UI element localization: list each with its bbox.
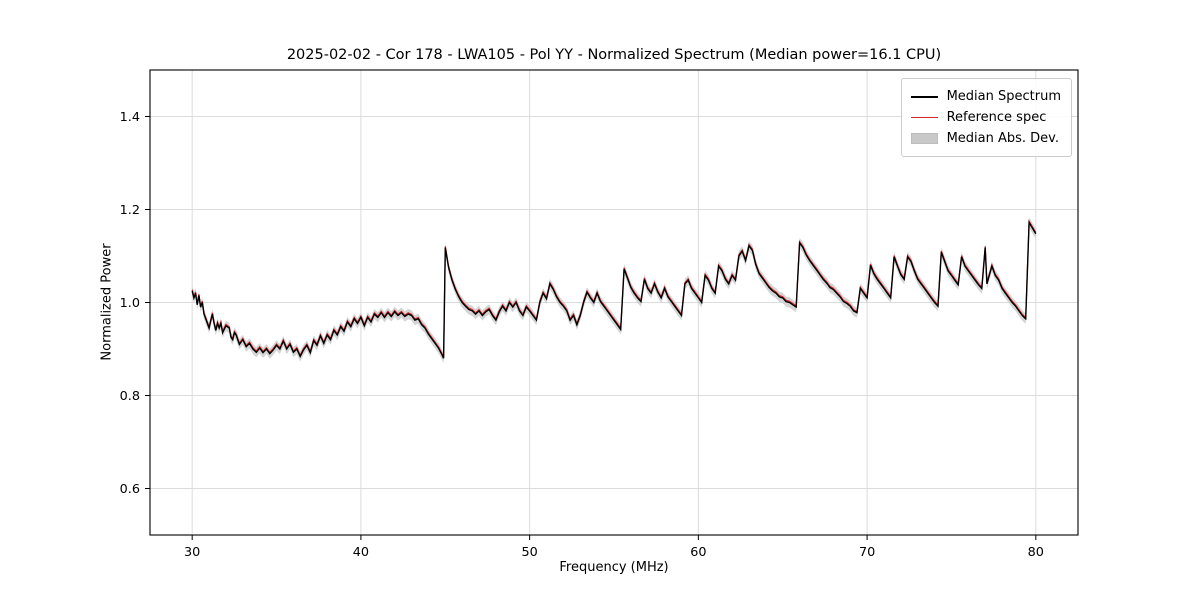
mad-band: [192, 217, 1036, 364]
y-tick-label: 0.8: [120, 389, 140, 404]
y-axis-label: Normalized Power: [99, 243, 115, 361]
median-spectrum-swatch-icon: [910, 95, 938, 98]
legend-item-reference-spec: Reference spec: [910, 107, 1061, 128]
legend-item-median-abs-dev: Median Abs. Dev.: [910, 128, 1061, 149]
x-tick-label: 50: [521, 545, 537, 560]
legend-label-median-abs-dev: Median Abs. Dev.: [946, 131, 1060, 146]
legend: Median Spectrum Reference spec Median Ab…: [900, 78, 1072, 157]
x-tick-label: 70: [859, 545, 875, 560]
chart-title: 2025-02-02 - Cor 178 - LWA105 - Pol YY -…: [286, 47, 942, 63]
y-tick-label: 1.0: [120, 296, 140, 311]
x-tick-label: 60: [690, 545, 706, 560]
x-axis-label: Frequency (MHz): [559, 560, 669, 575]
y-tick-label: 1.4: [120, 110, 140, 125]
legend-label-reference-spec: Reference spec: [946, 110, 1047, 125]
y-tick-label: 0.6: [120, 482, 140, 497]
x-tick-label: 80: [1028, 545, 1044, 560]
median-abs-dev-swatch-icon: [910, 133, 938, 144]
legend-label-median-spectrum: Median Spectrum: [946, 89, 1061, 104]
reference-spec-swatch-icon: [910, 117, 938, 118]
median-line: [191, 220, 1037, 359]
x-tick-label: 30: [184, 545, 200, 560]
legend-item-median-spectrum: Median Spectrum: [910, 86, 1061, 107]
x-tick-label: 40: [353, 545, 369, 560]
y-tick-label: 1.2: [120, 203, 140, 218]
